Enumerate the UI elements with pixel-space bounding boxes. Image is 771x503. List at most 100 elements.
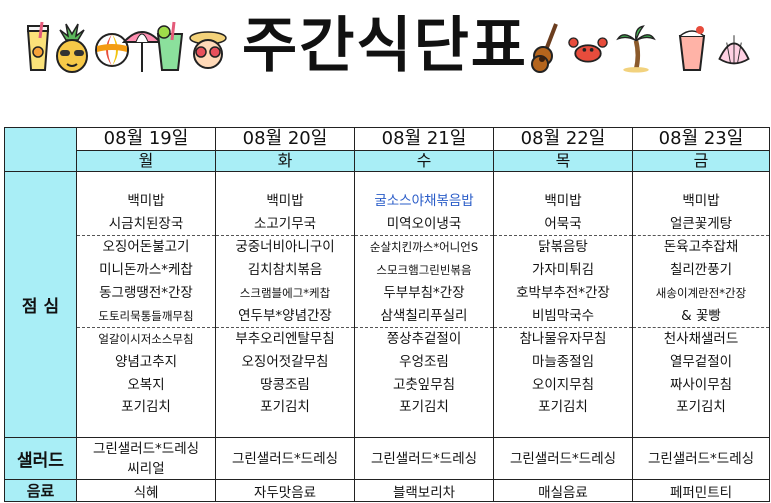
salad-cell: 그린샐러드*드레싱 xyxy=(493,437,633,480)
dish-item: 백미밥 xyxy=(682,193,720,210)
dish-item: 천사채샐러드 xyxy=(633,327,769,351)
salad-item: 그린샐러드*드레싱 xyxy=(231,450,339,467)
dish-item: 비빔막국수 xyxy=(531,307,595,324)
dish-item: 두부부침*간장 xyxy=(383,284,465,301)
date-header: 08월 23일 xyxy=(632,127,770,151)
ukulele-icon xyxy=(531,23,558,73)
dish-item: 순살치킨까스*어니언S xyxy=(355,235,493,259)
dish-item: 궁중너비아니구이 xyxy=(216,235,354,259)
weekday-header: 월 xyxy=(76,150,216,172)
dish-item: 삼색칠리푸실리 xyxy=(380,307,468,324)
lunch-label: 점 심 xyxy=(4,171,77,438)
dish-item: 고춧잎무침 xyxy=(392,376,456,393)
cocktail-icon xyxy=(156,21,184,71)
dish-item: 열무겉절이 xyxy=(669,353,733,370)
salad-cell: 그린샐러드*드레싱 xyxy=(632,437,770,480)
dish-item: 포기김치 xyxy=(676,399,726,416)
dish-item: 굴소스야채볶음밥 xyxy=(374,193,474,210)
pineapple-icon xyxy=(56,23,88,73)
dish-item: 가자미튀김 xyxy=(531,262,595,279)
dish-item: 소고기무국 xyxy=(253,215,317,232)
dish-item: 미니돈까스*케찹 xyxy=(99,262,193,279)
parasol-icon xyxy=(122,31,162,72)
lunch-cell: 백미밥 어묵국 닭볶음탕 가자미튀김 호박부추전*간장 비빔막국수 참나물유자무침 마늘종절임… xyxy=(493,171,633,438)
salad-item: 그린샐러드*드레싱 xyxy=(509,450,617,467)
crab-icon xyxy=(568,37,608,63)
dish-item: 미역오이냉국 xyxy=(386,215,462,232)
dish-item: 얼갈이시저소스무침 xyxy=(77,327,215,351)
sunglasses-icon xyxy=(189,31,227,69)
date-header: 08월 22일 xyxy=(493,127,633,151)
dish-item: 백미밥 xyxy=(544,193,582,210)
drink-cell: 자두맛음료 xyxy=(215,479,355,502)
dish-item: 백미밥 xyxy=(266,193,304,210)
beach-ball-icon xyxy=(95,33,129,67)
dish-item: 도토리묵통들깨무침 xyxy=(98,308,194,323)
weekday-header: 금 xyxy=(632,150,770,172)
dish-item: 포기김치 xyxy=(399,399,449,416)
drink-label: 음료 xyxy=(4,479,77,502)
drink-cell: 식혜 xyxy=(76,479,216,502)
weekday-header: 화 xyxy=(215,150,355,172)
dish-item: 칠리깐풍기 xyxy=(669,262,733,279)
juice-icon xyxy=(26,21,50,71)
drink-cell: 블랙보리차 xyxy=(354,479,494,502)
salad-item: 그린샐러드*드레싱 xyxy=(92,440,200,457)
date-row: 08월 19일 08월 20일 08월 21일 08월 22일 08월 23일 xyxy=(4,127,770,172)
dish-item: 양념고추지 xyxy=(114,353,178,370)
dish-item: 어묵국 xyxy=(544,215,582,232)
drink-row: 음료 식혜 자두맛음료 블랙보리차 매실음료 페퍼민트티 xyxy=(4,479,770,502)
weekly-menu-table: 08월 19일 08월 20일 08월 21일 08월 22일 08월 23일 … xyxy=(4,127,770,502)
dish-item: 호박부추전*간장 xyxy=(516,284,610,301)
dish-item: 포기김치 xyxy=(538,399,588,416)
dish-item: 오징어돈불고기 xyxy=(77,235,215,259)
dish-item: 우엉조림 xyxy=(399,353,449,370)
palm-tree-icon xyxy=(616,25,656,73)
dish-item: 참나물유자무침 xyxy=(494,327,632,351)
dish-item: 동그랭땡전*간장 xyxy=(99,284,193,301)
salad-item: 씨리얼 xyxy=(127,460,165,477)
dish-item: 시금치된장국 xyxy=(108,215,184,232)
dish-item: 돈육고추잡채 xyxy=(633,235,769,259)
salad-label: 샐러드 xyxy=(4,437,77,480)
dish-item: 오이지무침 xyxy=(531,376,595,393)
page-header: 주간식단표 xyxy=(0,0,771,96)
dish-item: 연두부*양념간장 xyxy=(238,307,332,324)
date-header: 08월 20일 xyxy=(215,127,355,151)
dish-item: 포기김치 xyxy=(121,399,171,416)
dish-item: 쫑상추겉절이 xyxy=(355,327,493,351)
dish-item: 스모크햄그린빈볶음 xyxy=(376,263,472,278)
shell-icon xyxy=(718,35,750,65)
dish-item: 새송이계란전*간장 xyxy=(655,285,747,300)
salad-cell: 그린샐러드*드레싱 xyxy=(215,437,355,480)
dish-item: 김치참치볶음 xyxy=(247,262,323,279)
dish-item: 마늘종절임 xyxy=(531,353,595,370)
date-header: 08월 21일 xyxy=(354,127,494,151)
dish-item: 포기김치 xyxy=(260,399,310,416)
corner-cell xyxy=(4,127,77,172)
dish-item: 부추오리엔탈무침 xyxy=(216,327,354,351)
dish-item: 땅콩조림 xyxy=(260,376,310,393)
drink-cell: 페퍼민트티 xyxy=(632,479,770,502)
weekday-header: 수 xyxy=(354,150,494,172)
date-header: 08월 19일 xyxy=(76,127,216,151)
drink-cell: 매실음료 xyxy=(493,479,633,502)
dish-item: 짜사이무침 xyxy=(669,376,733,393)
salad-cell: 그린샐러드*드레싱 xyxy=(354,437,494,480)
page-title: 주간식단표 xyxy=(242,11,528,81)
weekday-row: 월 화 수 목 금 xyxy=(5,150,770,172)
dish-item: 스크램블에그*케찹 xyxy=(239,285,331,300)
dish-item: 얼큰꽃게탕 xyxy=(669,215,733,232)
salad-item: 그린샐러드*드레싱 xyxy=(647,450,755,467)
dish-item: & 꽃빵 xyxy=(681,307,721,324)
dish-item: 오복지 xyxy=(127,376,165,393)
dish-item: 백미밥 xyxy=(127,193,165,210)
dish-item: 오징어젓갈무침 xyxy=(241,353,329,370)
